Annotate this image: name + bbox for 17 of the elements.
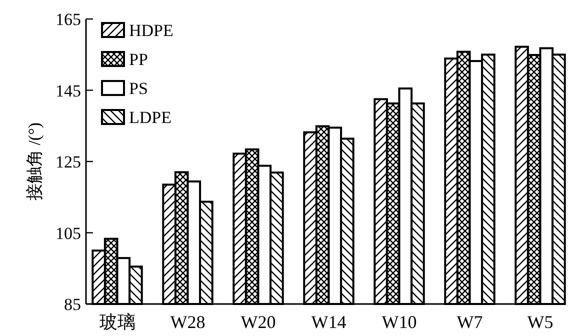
x-tick-label: W20	[240, 312, 276, 332]
y-tick-label: 165	[56, 10, 81, 29]
x-tick-label: W28	[170, 312, 206, 332]
x-tick-label: 玻璃	[99, 312, 136, 332]
y-tick-label: 145	[56, 81, 81, 100]
legend-label: HDPE	[129, 21, 174, 40]
y-tick-label: 105	[56, 224, 81, 243]
x-tick-label: W10	[382, 312, 417, 332]
y-axis-title: 接触角 /(°)	[25, 122, 44, 201]
y-tick-label: 85	[64, 295, 81, 314]
y-tick-label: 125	[56, 152, 81, 172]
legend-label: PP	[129, 50, 148, 69]
x-tick-label: W14	[311, 312, 346, 332]
legend-label: PS	[129, 79, 148, 98]
x-tick-label: W5	[527, 312, 554, 332]
legend-label: LDPE	[129, 108, 172, 127]
x-tick-label: W7	[456, 312, 483, 332]
